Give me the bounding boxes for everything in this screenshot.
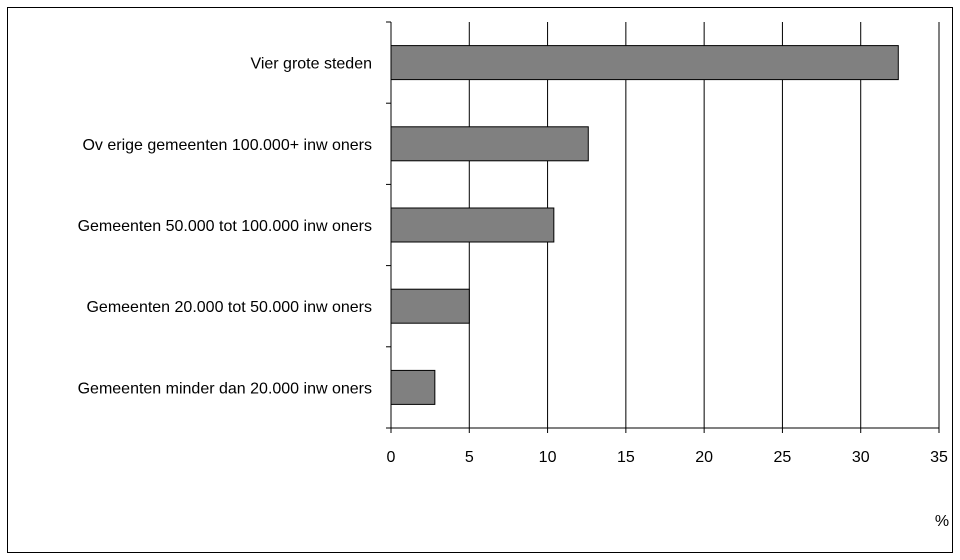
category-label: Gemeenten minder dan 20.000 inw oners [78, 380, 372, 397]
x-tick-label: 5 [465, 449, 474, 466]
x-tick-label: 30 [852, 449, 870, 466]
bar [390, 45, 899, 81]
x-tick-label: 25 [774, 449, 792, 466]
x-tick-label: 35 [930, 449, 948, 466]
bar [390, 369, 436, 405]
unit-label: % [935, 513, 949, 530]
x-tick-label: 0 [387, 449, 396, 466]
chart-border [7, 7, 953, 553]
category-label: Ov erige gemeenten 100.000+ inw oners [82, 137, 372, 154]
bar [390, 288, 470, 324]
bar [390, 126, 589, 162]
category-label: Vier grote steden [250, 56, 372, 73]
x-tick-labels: 0 5 10 15 20 25 30 35 [387, 449, 948, 466]
category-label: Gemeenten 50.000 tot 100.000 inw oners [78, 218, 372, 235]
x-tick-label: 15 [617, 449, 635, 466]
bars [390, 45, 899, 405]
category-labels: Vier grote steden Ov erige gemeenten 100.… [78, 56, 372, 398]
bar [390, 207, 555, 243]
x-tick-label: 20 [695, 449, 713, 466]
x-tick-label: 10 [539, 449, 557, 466]
axes [386, 21, 940, 433]
gridlines [468, 22, 940, 428]
category-label: Gemeenten 20.000 tot 50.000 inw oners [86, 299, 372, 316]
